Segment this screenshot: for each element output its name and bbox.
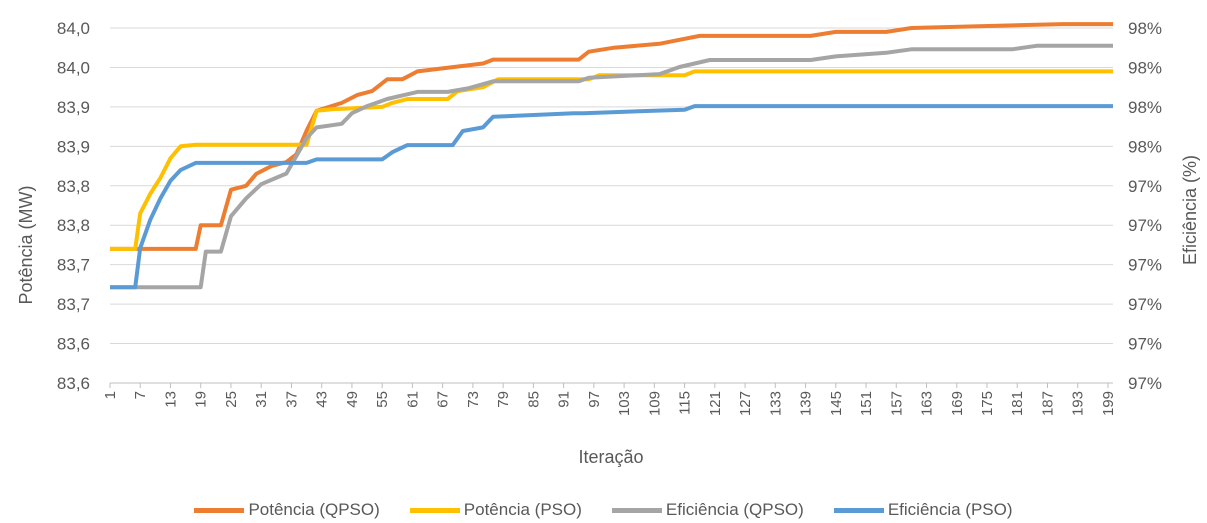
x-tick-label: 91 xyxy=(556,391,573,408)
legend-label: Eficiência (QPSO) xyxy=(665,500,804,519)
left-axis-tick-labels: 84,0 84,0 83,9 83,9 83,8 83,8 83,7 83,7 83,6 83,6 xyxy=(57,19,90,393)
x-tick-label: 199 xyxy=(1100,391,1117,416)
y-right-tick-label: 97% xyxy=(1128,335,1162,354)
y-left-tick-label: 83,8 xyxy=(57,177,90,196)
y-left-tick-label: 83,7 xyxy=(57,295,90,314)
right-axis-tick-labels: 98% 98% 98% 98% 97% 97% 97% 97% 97% 97% xyxy=(1128,19,1162,393)
legend-label: Potência (QPSO) xyxy=(248,500,380,519)
x-tick-label: 31 xyxy=(253,391,270,408)
x-tick-label: 109 xyxy=(646,391,663,416)
x-tick-label: 67 xyxy=(435,391,452,408)
x-tick-label: 145 xyxy=(828,391,845,416)
x-tick-label: 19 xyxy=(193,391,210,408)
line-chart: 84,0 84,0 83,9 83,9 83,8 83,8 83,7 83,7 83,6 83,6… xyxy=(16,19,1200,467)
y-axis-left-title: Potência (MW) xyxy=(16,185,36,304)
x-tick-label: 73 xyxy=(465,391,482,408)
y-right-tick-label: 97% xyxy=(1128,256,1162,275)
x-tick-label: 121 xyxy=(707,391,724,416)
legend-item-4: Eficiência (PSO) xyxy=(833,500,1013,520)
y-left-tick-label: 83,9 xyxy=(57,98,90,117)
x-tick-label: 1 xyxy=(102,391,119,399)
x-tick-label: 163 xyxy=(919,391,936,416)
legend: Potência (QPSO) Potência (PSO) Eficiência … xyxy=(0,500,1207,520)
series-line-3 xyxy=(110,43,1113,290)
x-tick-label: 127 xyxy=(737,391,754,416)
legend-swatch xyxy=(409,507,460,513)
x-tick-label: 85 xyxy=(525,391,542,408)
x-tick-label: 97 xyxy=(586,391,603,408)
x-tick-label: 103 xyxy=(616,391,633,416)
legend-label: Potência (PSO) xyxy=(463,500,582,519)
x-tick-label: 181 xyxy=(1009,391,1026,416)
legend-label: Eficiência (PSO) xyxy=(887,500,1013,519)
x-tick-label: 193 xyxy=(1070,391,1087,416)
y-right-tick-label: 97% xyxy=(1128,216,1162,235)
x-tick-label: 49 xyxy=(344,391,361,408)
y-left-tick-label: 83,8 xyxy=(57,216,90,235)
x-tick-label: 79 xyxy=(495,391,512,408)
y-axis-right-title: Eficiência (%) xyxy=(1180,155,1200,265)
legend-item-1: Potência (QPSO) xyxy=(194,500,380,520)
x-axis-title: Iteração xyxy=(578,447,643,467)
x-tick-label: 169 xyxy=(949,391,966,416)
y-right-tick-label: 97% xyxy=(1128,374,1162,393)
series-line-1 xyxy=(110,22,1113,251)
x-tick-label: 157 xyxy=(888,391,905,416)
gridlines xyxy=(110,27,1113,384)
legend-item-3: Eficiência (QPSO) xyxy=(611,500,804,520)
y-right-tick-label: 98% xyxy=(1128,137,1162,156)
x-tick-label: 139 xyxy=(798,391,815,416)
y-left-tick-label: 83,6 xyxy=(57,335,90,354)
x-tick-label: 175 xyxy=(979,391,996,416)
x-tick-label: 37 xyxy=(283,391,300,408)
x-tick-label: 133 xyxy=(767,391,784,416)
x-tick-label: 55 xyxy=(374,391,391,408)
series-lines xyxy=(110,22,1113,290)
x-axis-tick-labels: 1 7 13 19 25 31 37 43 49 55 61 67 73 79 85 91 97 103 109 11… xyxy=(102,383,1117,416)
series-line-4 xyxy=(110,104,1113,290)
x-tick-label: 7 xyxy=(132,391,149,399)
y-left-tick-label: 83,6 xyxy=(57,374,90,393)
y-right-tick-label: 98% xyxy=(1128,19,1162,38)
x-tick-label: 43 xyxy=(314,391,331,408)
x-tick-label: 61 xyxy=(404,391,421,408)
y-right-tick-label: 98% xyxy=(1128,58,1162,77)
x-tick-label: 25 xyxy=(223,391,240,408)
y-left-tick-label: 84,0 xyxy=(57,19,90,38)
legend-swatch xyxy=(611,507,662,513)
y-left-tick-label: 84,0 xyxy=(57,58,90,77)
y-right-tick-label: 97% xyxy=(1128,177,1162,196)
legend-item-2: Potência (PSO) xyxy=(409,500,582,520)
legend-swatch xyxy=(194,507,245,513)
y-left-tick-label: 83,7 xyxy=(57,256,90,275)
y-right-tick-label: 98% xyxy=(1128,98,1162,117)
x-tick-label: 151 xyxy=(858,391,875,416)
y-left-tick-label: 83,9 xyxy=(57,137,90,156)
legend-swatch xyxy=(833,507,884,513)
x-tick-label: 13 xyxy=(162,391,179,408)
x-tick-label: 115 xyxy=(677,391,694,415)
series-line-2 xyxy=(110,69,1113,251)
x-tick-label: 187 xyxy=(1039,391,1056,416)
y-right-tick-label: 97% xyxy=(1128,295,1162,314)
